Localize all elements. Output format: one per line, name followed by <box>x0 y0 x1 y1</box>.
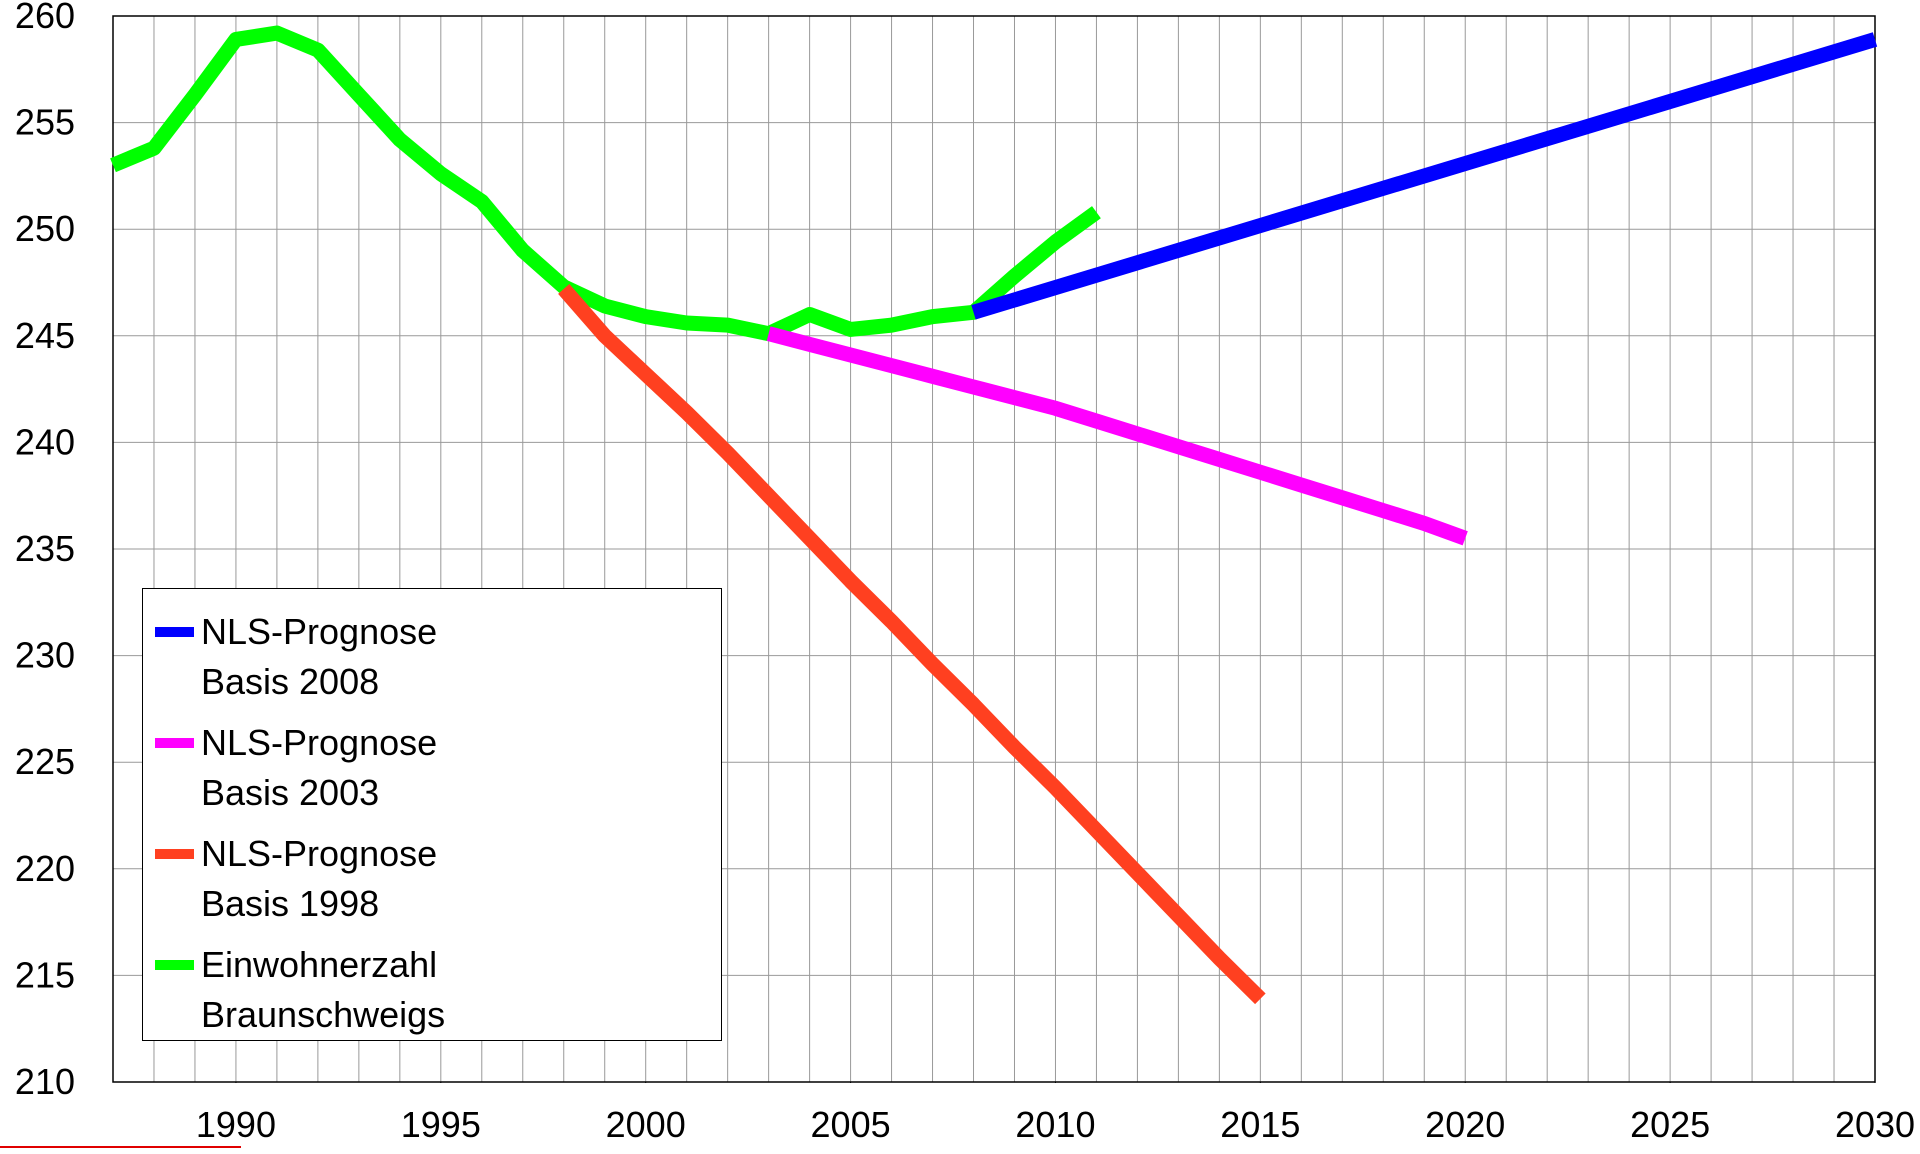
legend-swatch <box>155 738 194 748</box>
x-tick-label: 1995 <box>401 1104 481 1145</box>
x-tick-label: 2000 <box>606 1104 686 1145</box>
legend-item: NLS-Prognose Basis 2008 <box>143 589 721 702</box>
y-tick-label: 255 <box>15 102 75 143</box>
legend-swatch <box>155 849 194 859</box>
y-tick-label: 260 <box>15 0 75 36</box>
series-line <box>766 326 1468 546</box>
legend-label: NLS-Prognose Basis 2008 <box>201 611 438 702</box>
y-tick-label: 230 <box>15 635 75 676</box>
x-tick-label: 2015 <box>1220 1104 1300 1145</box>
plot-frame <box>112 15 1876 1083</box>
legend: NLS-Prognose Basis 2008 NLS-Prognose Basi… <box>142 588 722 1041</box>
legend-swatch <box>155 960 194 970</box>
series-line <box>558 283 1266 1005</box>
y-tick-label: 250 <box>15 208 75 249</box>
y-tick-label: 245 <box>15 315 75 356</box>
series-line <box>971 32 1878 320</box>
y-tick-label: 225 <box>15 741 75 782</box>
legend-label: NLS-Prognose Basis 1998 <box>201 833 438 924</box>
y-tick-label: 220 <box>15 848 75 889</box>
series-line <box>110 25 1101 342</box>
legend-item: NLS-Prognose Basis 1998 <box>143 811 721 924</box>
x-tick-label: 1990 <box>196 1104 276 1145</box>
x-tick-label: 2005 <box>811 1104 891 1145</box>
x-tick-label: 2030 <box>1835 1104 1915 1145</box>
legend-item: Einwohnerzahl Braunschweigs <box>143 922 721 1035</box>
y-tick-label: 235 <box>15 528 75 569</box>
legend-label: NLS-Prognose Basis 2003 <box>201 722 438 813</box>
y-tick-label: 240 <box>15 421 75 462</box>
legend-item: NLS-Prognose Basis 2003 <box>143 700 721 813</box>
legend-label: Einwohnerzahl Braunschweigs <box>201 944 446 1035</box>
y-tick-label: 215 <box>15 954 75 995</box>
x-tick-label: 2010 <box>1015 1104 1095 1145</box>
legend-swatch <box>155 627 194 637</box>
x-tick-label: 2025 <box>1630 1104 1710 1145</box>
y-tick-label: 210 <box>15 1061 75 1102</box>
x-tick-label: 2020 <box>1425 1104 1505 1145</box>
